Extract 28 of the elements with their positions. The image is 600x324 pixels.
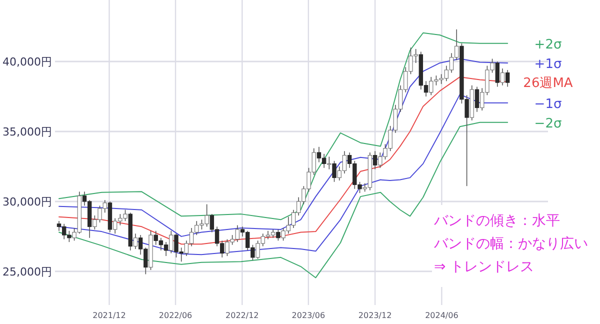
text: −1σ — [534, 96, 562, 112]
y-tick-label: 35,000円 — [2, 126, 52, 139]
x-tick-label: 2024/06 — [425, 311, 458, 320]
annotation: ⇒ トレンドレス — [434, 259, 534, 275]
text: −2σ — [534, 116, 562, 132]
candlestick — [372, 150, 378, 170]
candlestick — [169, 230, 174, 254]
y-tick-label: 25,000円 — [2, 265, 52, 278]
x-tick-label: 2023/12 — [358, 311, 392, 320]
candlestick — [495, 61, 500, 88]
annotation: バンドの幅：かなり広い — [433, 236, 588, 252]
candlestick — [474, 86, 480, 112]
x-tick-label: 2022/12 — [226, 311, 259, 320]
candlestick — [276, 229, 280, 242]
text: +2σ — [534, 37, 562, 52]
x-tick-label: 2021/12 — [92, 311, 126, 320]
x-tick-label: 2023/06 — [292, 311, 326, 320]
y-tick-label: 40,000円 — [2, 56, 52, 69]
candlestick — [133, 233, 138, 250]
candlestick — [332, 160, 336, 182]
candlestick — [500, 68, 505, 86]
series-label: 26週MA — [523, 76, 573, 91]
text: +1σ — [534, 56, 562, 72]
annotation: バンドの傾き：水平 — [433, 213, 560, 229]
y-tick-label: 30,000円 — [2, 195, 52, 208]
candlestick — [327, 156, 332, 170]
x-tick-label: 2022/06 — [158, 311, 192, 320]
candlestick — [505, 70, 510, 88]
